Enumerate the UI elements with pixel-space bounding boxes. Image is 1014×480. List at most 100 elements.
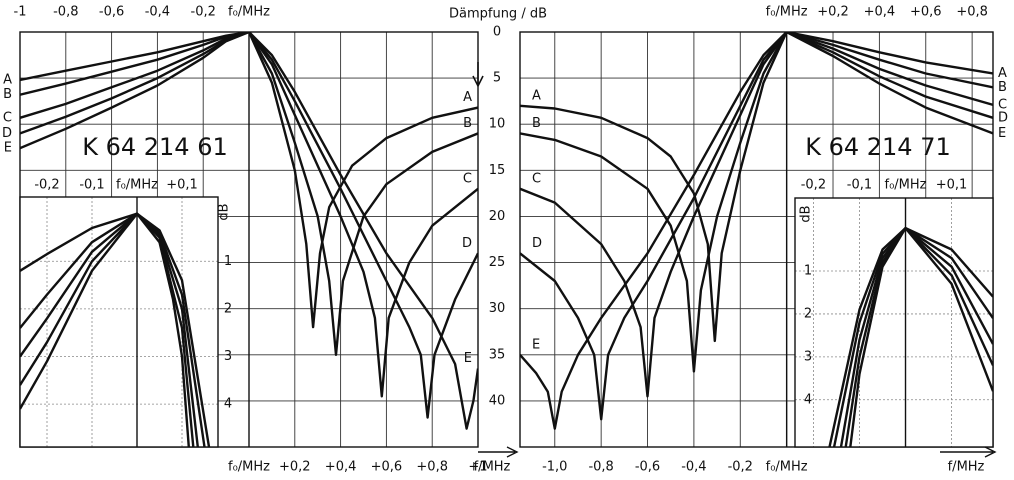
curve (844, 226, 993, 447)
series-label: C (3, 110, 12, 125)
curve (828, 226, 993, 447)
x-top-tick-label: +0,1 (936, 178, 968, 193)
curve (20, 212, 190, 447)
curve (839, 226, 993, 447)
x-top-tick-label: +0,6 (910, 5, 942, 20)
y-tick-label: 3 (224, 349, 232, 364)
series-label: A (3, 72, 12, 87)
y-tick-label: 4 (804, 392, 812, 407)
x-top-tick-label: -0,4 (145, 5, 170, 20)
series-label: D (998, 110, 1008, 125)
x-top-tick-label: -0,2 (801, 178, 826, 193)
x-tick-label: +1 (468, 460, 487, 475)
plot-frame (794, 197, 994, 448)
y-tick-label: 1 (224, 254, 232, 269)
chart-title: K 64 214 71 (805, 133, 951, 161)
y-tick-label: 4 (224, 397, 232, 412)
chart-title: K 64 214 61 (82, 133, 228, 161)
x-top-tick-label: -0,2 (34, 178, 59, 193)
curve (20, 32, 478, 398)
series-label: B (998, 80, 1007, 95)
x-tick-label: -0,2 (728, 460, 753, 475)
axis-arrow (478, 446, 519, 458)
y-axis-label: dB (799, 205, 814, 222)
x-tick-label: -0,4 (681, 460, 706, 475)
series-label: C (463, 171, 472, 186)
curve (20, 32, 478, 329)
x-tick-label: f₀/MHz (766, 460, 808, 475)
series-label: C (998, 97, 1007, 112)
y-tick-label: 35 (489, 347, 506, 362)
y-tick-label: 15 (489, 163, 506, 178)
y-tick-label: 5 (493, 71, 501, 86)
y-tick-label: 3 (804, 349, 812, 364)
series-label: E (532, 337, 540, 352)
series-label: C (532, 171, 541, 186)
series-label: A (463, 90, 472, 105)
x-top-tick-label: f₀/MHz (885, 178, 927, 193)
x-top-tick-label: +0,2 (817, 5, 849, 20)
x-tick-label: -0,6 (635, 460, 660, 475)
x-top-tick-label: +0,1 (166, 178, 198, 193)
x-tick-label: +0,2 (279, 460, 311, 475)
curve (520, 32, 993, 430)
x-top-tick-label: +0,4 (864, 5, 896, 20)
x-top-tick-label: -1 (14, 5, 27, 20)
series-label: B (532, 116, 541, 131)
series-label: D (2, 126, 12, 141)
x-top-tick-label: +0,8 (956, 5, 988, 20)
x-tick-label: -1,0 (542, 460, 567, 475)
x-top-tick-label: -0,2 (191, 5, 216, 20)
y-tick-label: 2 (224, 301, 232, 316)
series-label: E (464, 351, 472, 366)
curve (20, 32, 478, 356)
y-tick-label: 0 (493, 25, 501, 40)
curve (520, 32, 993, 373)
x-tick-label: +0,4 (325, 460, 357, 475)
x-axis-label: f/MHz (948, 460, 985, 475)
x-top-tick-label: -0,1 (847, 178, 872, 193)
x-axis-label: f/MHz (474, 460, 511, 475)
series-label: A (998, 66, 1007, 81)
y-tick-label: 25 (489, 255, 506, 270)
series-label: D (532, 236, 542, 251)
x-tick-label: -0,8 (588, 460, 613, 475)
curve (20, 32, 478, 430)
series-label: E (4, 141, 12, 156)
curve (520, 32, 993, 421)
plot-frame (19, 196, 219, 448)
axis-arrow (940, 446, 997, 458)
x-top-tick-label: f₀/MHz (766, 5, 808, 20)
x-tick-label: +0,6 (371, 460, 403, 475)
curve (20, 32, 478, 419)
x-top-tick-label: -0,8 (53, 5, 78, 20)
plots: f₀/MHz +0,2 +0,4 +0,6 +0,8 +1 -1 -0,8 -0,6 -0,4 -0… (2, 5, 1008, 475)
series-label: A (532, 88, 541, 103)
x-top-tick-label: -0,6 (99, 5, 124, 20)
x-top-tick-label: f₀/MHz (228, 5, 270, 20)
x-tick-label: +0,8 (416, 460, 448, 475)
inset-background (795, 198, 993, 447)
y-tick-label: 40 (489, 393, 506, 408)
y-tick-label: 30 (489, 301, 506, 316)
series-label: E (998, 126, 1006, 141)
y-axis-label: dB (217, 203, 232, 220)
series-label: B (463, 116, 472, 131)
y-tick-label: 2 (804, 306, 812, 321)
y-tick-label: 20 (489, 209, 506, 224)
axis-arrow (472, 62, 484, 88)
curve (520, 32, 993, 398)
x-top-tick-label: -0,1 (79, 178, 104, 193)
curve (520, 32, 993, 343)
series-label: B (3, 87, 12, 102)
curve (20, 212, 211, 447)
x-top-tick-label: f₀/MHz (116, 178, 158, 193)
y-tick-label: 10 (489, 117, 506, 132)
y-axis-label: Dämpfung / dB (449, 7, 547, 22)
series-label: D (462, 236, 472, 251)
x-tick-label: f₀/MHz (228, 460, 270, 475)
y-tick-label: 1 (804, 263, 812, 278)
curve (832, 226, 993, 447)
